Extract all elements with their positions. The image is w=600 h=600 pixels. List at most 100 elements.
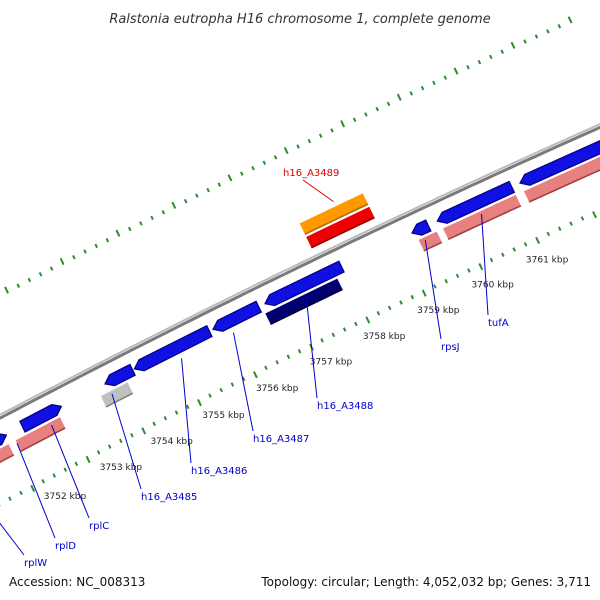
outer-tick bbox=[83, 249, 87, 254]
gene-label: tufA bbox=[488, 318, 509, 329]
band-right-edge bbox=[528, 169, 600, 203]
outer-tick bbox=[534, 34, 539, 39]
gene-h16_A3488-navy-edge bbox=[270, 288, 343, 326]
inner-tick bbox=[365, 316, 371, 324]
outer-tick bbox=[4, 286, 9, 294]
inner-tick bbox=[467, 268, 471, 273]
band-rplW bbox=[0, 444, 14, 463]
cds-h16_A3486 bbox=[133, 324, 213, 372]
outer-tick bbox=[510, 41, 516, 49]
outer-tick bbox=[227, 174, 233, 182]
gene-label: rplD bbox=[55, 541, 76, 552]
outer-tick bbox=[27, 277, 32, 283]
gene-leader-line bbox=[181, 358, 192, 464]
gene-label: h16_A3486 bbox=[191, 466, 247, 477]
inner-tick bbox=[546, 231, 551, 237]
outer-tick bbox=[150, 215, 154, 221]
gene-label: rplW bbox=[24, 558, 47, 569]
outer-tick bbox=[477, 59, 482, 65]
cds-tufA bbox=[436, 180, 516, 224]
outer-tick bbox=[59, 257, 65, 266]
inner-tick bbox=[478, 263, 484, 271]
map-title: Ralstonia eutropha H16 chromosome 1, com… bbox=[109, 12, 490, 27]
outer-tick bbox=[115, 229, 121, 237]
outer-tick bbox=[453, 67, 459, 75]
inner-tick bbox=[523, 242, 528, 247]
outer-tick bbox=[38, 272, 43, 277]
inner-tick bbox=[264, 365, 268, 371]
inner-tick bbox=[52, 473, 56, 478]
inner-tick bbox=[130, 432, 134, 438]
gene-label: h16_A3489 bbox=[283, 168, 339, 179]
gene-label: rpsJ bbox=[441, 342, 460, 353]
kbp-label: 3753 kbp bbox=[100, 463, 143, 473]
gene-label: h16_A3487 bbox=[253, 434, 309, 445]
band-rplD bbox=[15, 417, 66, 452]
inner-tick bbox=[63, 467, 68, 472]
kbp-label: 3754 kbp bbox=[150, 437, 193, 447]
outer-tick bbox=[500, 49, 504, 55]
kbp-label: 3760 kbp bbox=[471, 281, 514, 291]
gene-h16_A3489-red bbox=[306, 206, 375, 248]
inner-tick bbox=[174, 410, 179, 415]
outer-tick bbox=[567, 16, 573, 24]
gene-gray-edge bbox=[105, 392, 134, 408]
kbp-label: 3752 kbp bbox=[44, 492, 87, 502]
outer-tick bbox=[195, 193, 199, 198]
inner-tick bbox=[119, 438, 123, 444]
outer-tick bbox=[49, 266, 54, 271]
cds-h16_A3488 bbox=[264, 260, 345, 307]
inner-tick bbox=[354, 321, 358, 327]
cds-rpsJ bbox=[411, 219, 432, 236]
outer-tick bbox=[183, 198, 188, 204]
cds-h16_A3485 bbox=[104, 363, 136, 387]
inner-tick bbox=[410, 294, 415, 300]
inner-tick bbox=[286, 354, 291, 360]
outer-tick bbox=[443, 75, 448, 80]
outer-tick bbox=[217, 182, 222, 187]
inner-tick bbox=[275, 360, 279, 365]
gene-h16_A3488-navy bbox=[265, 278, 343, 325]
inner-tick bbox=[297, 349, 302, 354]
outer-tick bbox=[94, 243, 98, 249]
inner-tick bbox=[152, 421, 156, 427]
cds-rplW bbox=[0, 433, 8, 446]
inner-tick bbox=[535, 236, 541, 245]
inner-tick bbox=[230, 382, 235, 387]
inner-tick bbox=[141, 427, 147, 435]
inner-tick bbox=[557, 226, 562, 231]
inner-tick bbox=[387, 305, 392, 311]
inner-tick bbox=[512, 247, 516, 252]
outer-tick bbox=[72, 254, 76, 260]
outer-tick bbox=[352, 117, 357, 122]
band-rplW-edge bbox=[0, 454, 15, 464]
inner-tick bbox=[219, 387, 223, 393]
band-rplD-edge bbox=[20, 427, 66, 452]
inner-tick bbox=[331, 332, 336, 338]
genome-backbone bbox=[0, 125, 600, 420]
gene-leader-line bbox=[302, 179, 334, 203]
gene-leader-line bbox=[0, 522, 25, 556]
inner-tick bbox=[74, 461, 79, 467]
inner-tick bbox=[41, 479, 45, 484]
band-tufA-edge bbox=[447, 205, 522, 241]
inner-tick bbox=[444, 278, 448, 284]
inner-tick bbox=[252, 371, 258, 379]
inner-tick bbox=[197, 399, 202, 407]
inner-tick bbox=[320, 338, 324, 343]
inner-tick bbox=[592, 211, 597, 219]
outer-tick bbox=[330, 128, 334, 133]
outer-tick bbox=[105, 237, 110, 243]
inner-tick bbox=[569, 221, 573, 226]
kbp-label: 3759 kbp bbox=[417, 306, 460, 316]
outer-tick bbox=[171, 201, 177, 209]
inner-tick bbox=[489, 257, 494, 263]
inner-tick bbox=[8, 496, 12, 502]
gene-h16_A3489-orange-edge bbox=[304, 203, 369, 236]
inner-tick bbox=[96, 450, 101, 455]
gene-leader-line bbox=[232, 332, 254, 432]
inner-tick bbox=[342, 327, 347, 332]
inner-tick bbox=[107, 444, 112, 449]
